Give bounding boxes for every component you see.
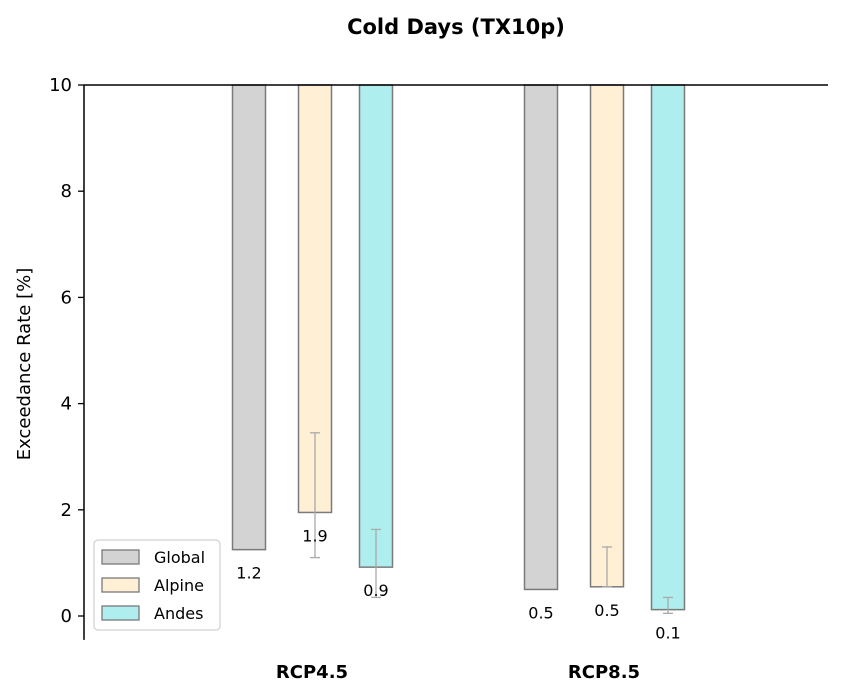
- data-label-andes-rcp85: 0.1: [655, 624, 680, 643]
- y-tick-label: 6: [61, 287, 72, 308]
- chart-title: Cold Days (TX10p): [347, 15, 565, 39]
- bar-andes-rcp85: [650, 84, 686, 611]
- legend-swatch-global: [101, 549, 140, 565]
- data-label-global-rcp85: 0.5: [528, 603, 553, 622]
- y-tick-label: 10: [49, 75, 72, 96]
- legend-label-andes: Andes: [154, 604, 203, 623]
- legend-label-global: Global: [154, 548, 205, 567]
- error-bar-alpine-rcp85: [602, 546, 612, 588]
- data-label-alpine-rcp45: 1.9: [302, 526, 327, 545]
- bar-global-rcp85: [523, 84, 559, 591]
- y-tick-label: 4: [61, 394, 72, 415]
- error-bar-andes-rcp85: [663, 596, 673, 614]
- x-category-label: RCP8.5: [568, 662, 640, 683]
- error-bar-andes-rcp45: [371, 528, 381, 599]
- data-label-global-rcp45: 1.2: [236, 564, 261, 583]
- x-category-label: RCP4.5: [276, 662, 348, 683]
- legend-label-alpine: Alpine: [154, 576, 204, 595]
- bar-global-rcp45: [231, 84, 267, 551]
- legend: Global Alpine Andes: [93, 539, 221, 631]
- labels-layer: 1.2 0.5 1.9 0.5 0.9 0.1: [236, 526, 680, 642]
- y-tick-label: 0: [61, 606, 72, 627]
- y-tick-label: 8: [61, 181, 72, 202]
- y-tick-label: 2: [61, 500, 72, 521]
- axes-layer: 0 2 4 6 8 10 RCP4.5 RCP8.5: [49, 75, 828, 683]
- data-label-alpine-rcp85: 0.5: [594, 601, 619, 620]
- legend-swatch-alpine: [101, 577, 140, 593]
- legend-swatch-andes: [101, 605, 140, 621]
- bar-alpine-rcp85: [589, 84, 625, 588]
- bar-andes-rcp45: [358, 84, 394, 568]
- y-axis-label: Exceedance Rate [%]: [14, 268, 35, 460]
- error-bar-alpine-rcp45: [310, 432, 320, 559]
- bars-layer: [231, 84, 686, 614]
- data-label-andes-rcp45: 0.9: [363, 581, 388, 600]
